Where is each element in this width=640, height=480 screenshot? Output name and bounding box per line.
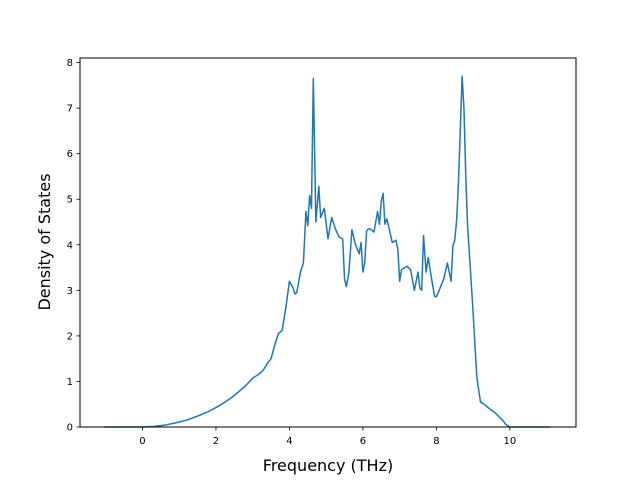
y-tick-label: 6 <box>67 149 73 160</box>
x-axis-label: Frequency (THz) <box>263 456 393 475</box>
y-tick-label: 4 <box>67 240 73 251</box>
y-axis: 0 1 2 3 4 5 6 7 8 <box>67 58 80 434</box>
y-tick-label: 1 <box>67 377 73 388</box>
y-tick-label: 0 <box>67 423 73 434</box>
x-tick-label: 10 <box>503 436 516 447</box>
y-tick-label: 7 <box>67 104 73 115</box>
x-tick-label: 0 <box>139 436 145 447</box>
y-axis-label: Density of States <box>35 173 54 310</box>
y-tick-label: 3 <box>67 286 73 297</box>
y-tick-label: 2 <box>67 331 73 342</box>
x-tick-label: 8 <box>433 436 439 447</box>
plot-area <box>103 75 551 428</box>
x-tick-label: 4 <box>286 436 292 447</box>
x-tick-label: 6 <box>360 436 366 447</box>
y-tick-label: 5 <box>67 195 73 206</box>
axes-frame <box>79 57 577 428</box>
series-line-0 <box>103 75 551 428</box>
x-axis: 0 2 4 6 8 10 <box>139 427 516 447</box>
y-tick-label: 8 <box>67 58 73 69</box>
x-tick-label: 2 <box>213 436 219 447</box>
